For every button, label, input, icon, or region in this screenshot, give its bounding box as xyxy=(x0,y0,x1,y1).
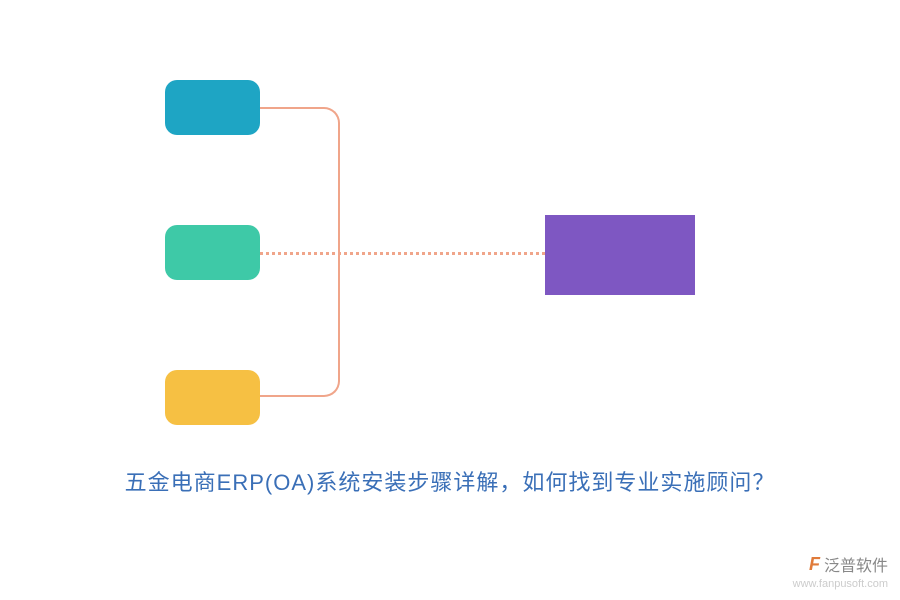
node-teal xyxy=(165,80,260,135)
node-yellow xyxy=(165,370,260,425)
watermark-url: www.fanpusoft.com xyxy=(793,578,888,590)
watermark-brand: 泛普软件 xyxy=(824,552,888,576)
bracket-top xyxy=(260,107,340,123)
node-green xyxy=(165,225,260,280)
watermark: F 泛普软件 www.fanpusoft.com xyxy=(793,552,888,590)
node-purple xyxy=(545,215,695,295)
dotted-line xyxy=(260,252,545,255)
bracket-bottom xyxy=(260,381,340,397)
watermark-icon: F xyxy=(809,554,820,575)
caption-text: 五金电商ERP(OA)系统安装步骤详解，如何找到专业实施顾问？ xyxy=(0,465,900,497)
